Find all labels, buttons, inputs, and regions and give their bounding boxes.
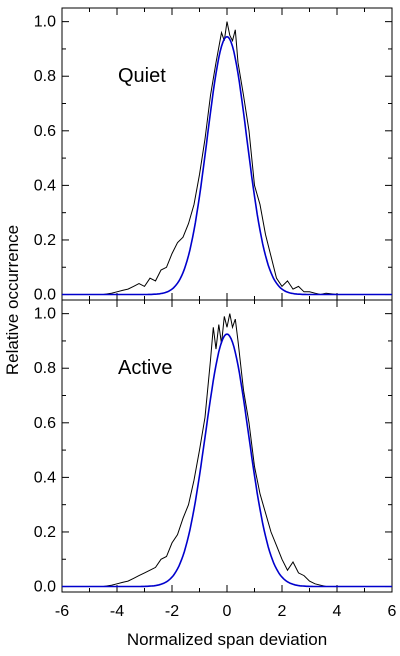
panel-ticks (61, 8, 393, 300)
y-tick-label: 0.8 (34, 68, 56, 85)
y-axis-title: Relative occurrence (3, 225, 22, 375)
gaussian-fit-line (62, 35, 392, 296)
x-tick-label: 4 (333, 603, 342, 620)
x-tick-label: -2 (165, 603, 179, 620)
y-tick-label: 0.8 (34, 360, 56, 377)
histogram-line (62, 21, 392, 296)
panel-ticks (61, 300, 393, 592)
panel-series (62, 313, 392, 588)
x-tick-label: 0 (223, 603, 232, 620)
y-tick-label: 0.0 (34, 287, 56, 304)
y-tick-label: 1.0 (34, 14, 56, 31)
y-tick-label: 0.2 (34, 232, 56, 249)
panel-label-quiet: Quiet (118, 65, 166, 87)
y-tick-label: 0.0 (34, 579, 56, 596)
y-tick-label: 0.6 (34, 415, 56, 432)
panel-quiet: 0.0 0.2 0.4 0.6 0.8 1.0 Quiet (34, 7, 393, 304)
panel-frame (61, 7, 393, 301)
x-tick-label: 6 (388, 603, 397, 620)
panel-label-active: Active (118, 357, 172, 379)
panel-active: 0.0 0.2 0.4 0.6 0.8 1.0 Active (34, 299, 393, 596)
y-tick-label: 0.4 (34, 469, 56, 486)
y-tick-labels: 0.0 0.2 0.4 0.6 0.8 1.0 (34, 306, 56, 596)
x-tick-labels: -6 -4 -2 0 2 4 6 (55, 603, 397, 620)
x-tick-label: -4 (110, 603, 124, 620)
x-tick-label: -6 (55, 603, 69, 620)
histogram-line (62, 313, 392, 587)
x-axis-title: Normalized span deviation (127, 630, 327, 649)
y-tick-labels: 0.0 0.2 0.4 0.6 0.8 1.0 (34, 14, 56, 304)
y-tick-label: 0.4 (34, 177, 56, 194)
panel-series (62, 21, 392, 296)
panel-frame (61, 299, 393, 593)
y-tick-label: 1.0 (34, 306, 56, 323)
y-tick-label: 0.2 (34, 524, 56, 541)
gaussian-fit-line (62, 333, 392, 588)
x-tick-label: 2 (278, 603, 287, 620)
y-tick-label: 0.6 (34, 123, 56, 140)
